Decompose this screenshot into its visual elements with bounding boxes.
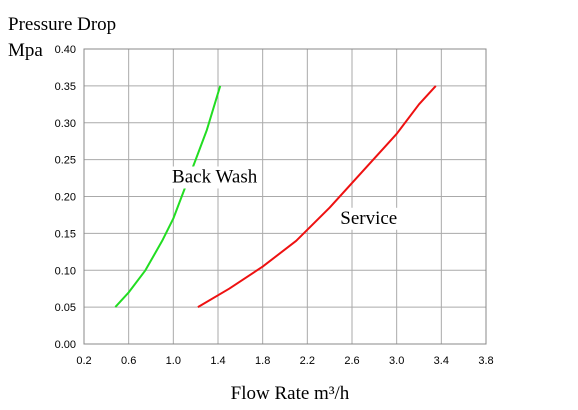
x-tick-labels: 0.2 0.6 1.0 1.4 1.8 2.2 2.6 3.0 3.4 3.8 [76, 355, 493, 367]
x-tick-label: 0.2 [76, 355, 91, 367]
x-tick-label: 3.8 [478, 355, 493, 367]
x-tick-label: 1.8 [255, 355, 270, 367]
x-tick-label: 0.6 [121, 355, 136, 367]
x-tick-label: 3.0 [389, 355, 404, 367]
x-tick-label: 1.4 [210, 355, 225, 367]
series-line-service [197, 85, 437, 308]
y-tick-label: 0.05 [55, 302, 76, 314]
annotation-label: Back Wash [172, 166, 258, 187]
annotation-background [168, 166, 261, 189]
x-axis-label: Flow Rate m³/h [231, 383, 350, 404]
x-tick-label: 1.0 [166, 355, 181, 367]
y-axis-label: Mpa [8, 40, 43, 61]
chart-title: Pressure Drop [8, 14, 116, 35]
y-tick-label: 0.35 [55, 81, 76, 93]
x-tick-label: 3.4 [434, 355, 449, 367]
y-tick-label: 0.20 [55, 192, 76, 204]
annotation-background [332, 207, 406, 230]
series-lines [114, 85, 437, 308]
y-tick-label: 0.30 [55, 118, 76, 130]
x-tick-label: 2.2 [300, 355, 315, 367]
y-tick-label: 0.25 [55, 155, 76, 167]
y-tick-label: 0.00 [55, 339, 76, 351]
y-tick-label: 0.10 [55, 265, 76, 277]
y-tick-label: 0.15 [55, 228, 76, 240]
plot-frame [83, 48, 487, 345]
x-tick-label: 2.6 [344, 355, 359, 367]
annotation-label: Service [340, 208, 397, 229]
annotations: Back Wash Service [168, 166, 406, 230]
series-line-back-wash [114, 85, 222, 308]
chart-grid [83, 48, 487, 345]
y-tick-labels: 0.00 0.05 0.10 0.15 0.20 0.25 0.30 0.35 0.40 [55, 44, 76, 351]
y-tick-label: 0.40 [55, 44, 76, 56]
